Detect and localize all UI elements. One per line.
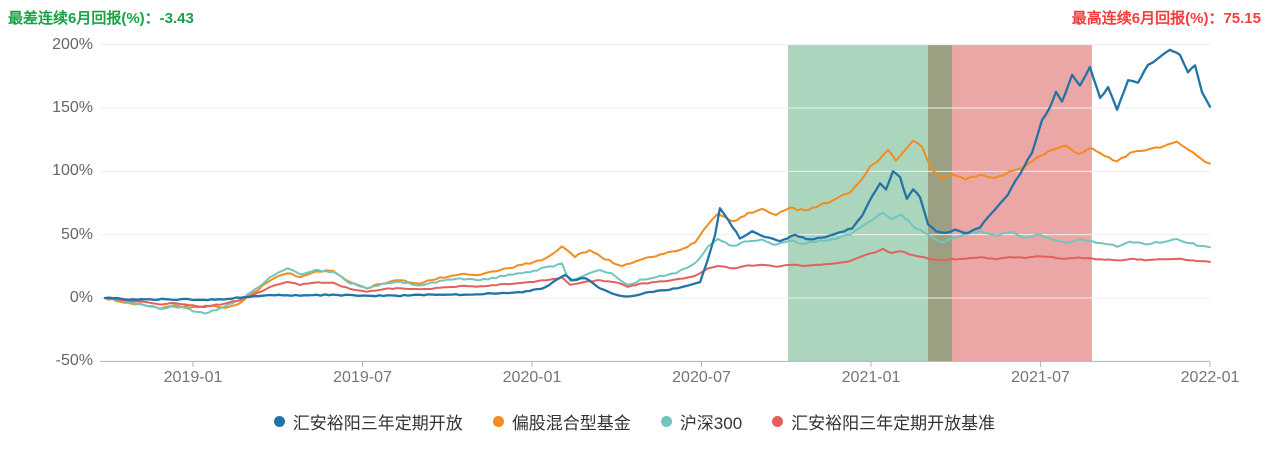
legend-dot-fund [273, 416, 285, 427]
legend-item-label: 汇安裕阳三年定期开放基准 [791, 414, 996, 433]
legend-dot-category-avg [492, 416, 504, 427]
series-line-1 [103, 139, 1211, 310]
legend-item-label: 偏股混合型基金 [511, 414, 631, 433]
series-line-2 [103, 211, 1211, 315]
series-line-0 [103, 48, 1212, 302]
x-axis-tick-label: 2021-07 [1011, 369, 1070, 386]
y-axis-tick-label: 0% [69, 289, 93, 306]
legend-dot-csi300 [660, 416, 672, 427]
legend-item-label: 沪深300 [679, 414, 743, 433]
x-axis-tick-label: 2019-07 [333, 369, 392, 386]
worst-6m-return-value: -3.43 [159, 10, 194, 27]
worst-6m-return-label: 最差连续6月回报(%)：-3.43 [8, 7, 194, 28]
y-axis-tick-label: 150% [52, 99, 93, 116]
y-axis-tick-label: -50% [55, 352, 93, 370]
x-axis-tick-label: 2020-07 [672, 369, 731, 386]
best-period-band [928, 44, 1092, 362]
legend-item-csi300[interactable]: 沪深300 [660, 409, 743, 434]
y-axis-tick-label: 200% [52, 35, 93, 53]
legend: 汇安裕阳三年定期开放 偏股混合型基金 沪深300 汇安裕阳三年定期开放基准 [0, 409, 1269, 434]
legend-item-label: 汇安裕阳三年定期开放 [292, 414, 463, 433]
best-6m-return-text: 最高连续6月回报(%)： [1071, 10, 1224, 27]
worst-period-band [787, 44, 953, 362]
y-axis-tick-label: 50% [60, 225, 93, 243]
legend-item-benchmark[interactable]: 汇安裕阳三年定期开放基准 [772, 409, 995, 434]
worst-6m-return-text: 最差连续6月回报(%)： [8, 10, 160, 27]
legend-item-fund[interactable]: 汇安裕阳三年定期开放 [273, 409, 463, 434]
best-6m-return-value: 75.15 [1223, 10, 1261, 27]
x-axis-tick-label: 2021-01 [841, 369, 901, 386]
legend-dot-benchmark [772, 416, 784, 427]
x-axis-tick-label: 2020-01 [502, 369, 562, 386]
best-6m-return-label: 最高连续6月回报(%)：75.15 [1072, 7, 1261, 28]
x-axis-tick-label: 2022-01 [1180, 369, 1240, 386]
y-axis-tick-label: 100% [52, 162, 93, 180]
series-line-3 [103, 247, 1211, 309]
legend-item-category-avg[interactable]: 偏股混合型基金 [492, 409, 631, 434]
band-overlap [928, 44, 953, 362]
x-axis-tick-label: 2019-01 [163, 369, 223, 386]
